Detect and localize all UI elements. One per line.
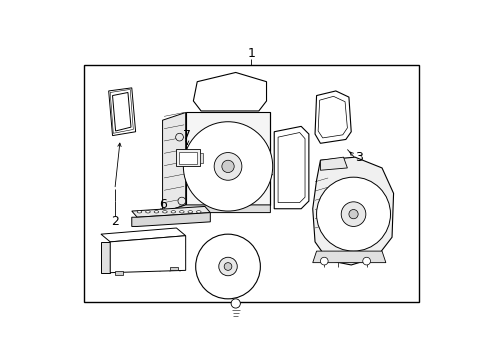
Polygon shape xyxy=(313,157,393,265)
Circle shape xyxy=(219,257,237,276)
Ellipse shape xyxy=(154,211,159,213)
Bar xyxy=(176,149,199,166)
Circle shape xyxy=(176,133,183,141)
Circle shape xyxy=(183,122,273,211)
Polygon shape xyxy=(113,93,131,131)
Text: 6: 6 xyxy=(159,198,167,211)
Ellipse shape xyxy=(171,211,175,213)
Circle shape xyxy=(341,202,366,226)
Text: 2: 2 xyxy=(111,215,119,228)
Ellipse shape xyxy=(196,211,201,213)
Polygon shape xyxy=(132,206,210,217)
Circle shape xyxy=(231,299,240,308)
Polygon shape xyxy=(315,91,351,143)
Polygon shape xyxy=(318,96,347,138)
Polygon shape xyxy=(109,88,136,136)
Polygon shape xyxy=(320,157,347,170)
Ellipse shape xyxy=(163,211,167,213)
Polygon shape xyxy=(101,242,110,273)
Circle shape xyxy=(320,257,328,265)
Polygon shape xyxy=(163,205,270,213)
Text: 5: 5 xyxy=(101,252,109,265)
Polygon shape xyxy=(278,132,305,203)
Text: 1: 1 xyxy=(247,48,255,60)
Ellipse shape xyxy=(179,211,184,213)
Text: 4: 4 xyxy=(224,243,232,256)
Circle shape xyxy=(349,210,358,219)
Ellipse shape xyxy=(188,211,193,213)
Text: 7: 7 xyxy=(183,129,191,142)
Polygon shape xyxy=(194,72,267,111)
Circle shape xyxy=(224,263,232,270)
Ellipse shape xyxy=(146,211,150,213)
Circle shape xyxy=(317,177,391,251)
Bar xyxy=(179,152,197,164)
Bar xyxy=(199,153,203,163)
Polygon shape xyxy=(163,112,186,213)
Polygon shape xyxy=(313,251,386,263)
Polygon shape xyxy=(186,112,270,205)
Circle shape xyxy=(178,197,186,205)
Bar xyxy=(171,266,178,270)
Bar xyxy=(115,271,122,275)
Circle shape xyxy=(214,153,242,180)
Text: 8: 8 xyxy=(249,185,257,198)
Circle shape xyxy=(196,234,260,299)
Polygon shape xyxy=(110,236,186,273)
Polygon shape xyxy=(274,126,309,209)
Ellipse shape xyxy=(137,211,142,213)
Circle shape xyxy=(363,257,370,265)
Bar xyxy=(84,65,419,302)
Polygon shape xyxy=(101,228,186,242)
Circle shape xyxy=(222,160,234,172)
Polygon shape xyxy=(132,213,210,226)
Text: 3: 3 xyxy=(355,150,363,164)
